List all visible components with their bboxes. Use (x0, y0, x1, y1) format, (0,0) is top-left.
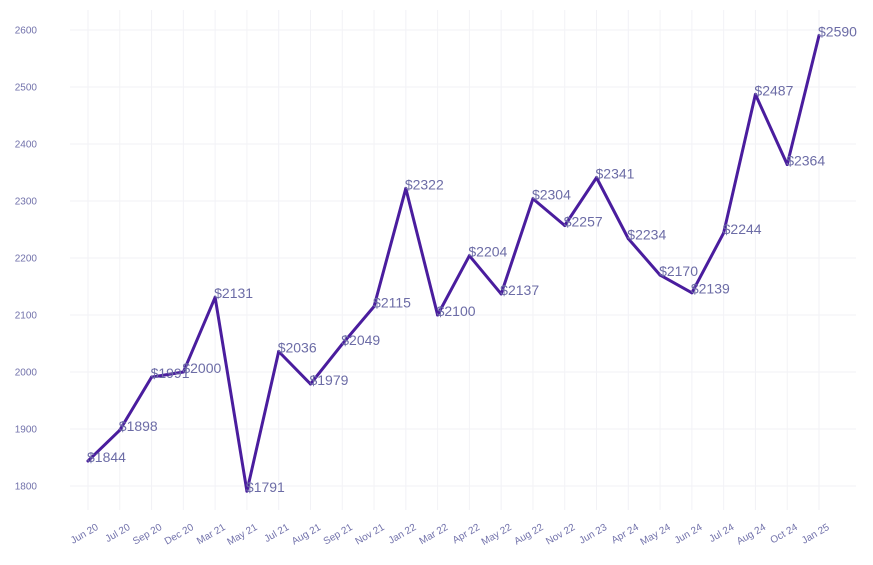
x-tick-label: Mar 22 (418, 522, 451, 547)
data-point (404, 186, 408, 190)
data-point (277, 350, 281, 354)
x-tick-label: May 22 (480, 522, 514, 548)
data-label: $2049 (341, 332, 380, 348)
data-label: $2234 (627, 227, 666, 243)
data-label: $2115 (373, 294, 411, 310)
y-axis: 1800 1900 2000 2100 2200 2300 2400 2500 2600 (15, 25, 38, 492)
data-label: $1791 (246, 479, 285, 495)
x-tick-label: Sep 20 (131, 522, 164, 548)
data-point (563, 224, 567, 228)
x-tick-label: Mar 21 (195, 522, 228, 547)
data-point (340, 342, 344, 346)
data-label: $2341 (596, 166, 635, 182)
data-label: $2322 (405, 176, 444, 192)
data-label: $1898 (119, 418, 158, 434)
data-point (531, 197, 535, 201)
data-point (817, 34, 821, 38)
x-tick-label: May 24 (639, 522, 673, 548)
data-point (86, 459, 90, 463)
data-label: $2204 (468, 244, 507, 260)
data-point (372, 304, 376, 308)
y-tick-label: 2300 (15, 196, 38, 207)
data-point (467, 254, 471, 258)
data-point (118, 428, 122, 432)
data-point (690, 291, 694, 295)
x-tick-label: Nov 22 (544, 522, 577, 548)
data-point (150, 375, 154, 379)
x-tick-label: Jun 23 (578, 522, 610, 547)
data-label: $2304 (532, 187, 571, 203)
x-tick-label: Aug 22 (513, 522, 546, 548)
data-point (626, 237, 630, 241)
data-label: $1979 (309, 372, 348, 388)
data-label: $1991 (151, 365, 190, 381)
y-tick-label: 2000 (15, 368, 38, 379)
data-label: $2590 (818, 24, 857, 40)
x-tick-label: Jan 25 (800, 522, 832, 547)
data-point (753, 92, 757, 96)
x-tick-label: Jul 24 (708, 522, 737, 545)
x-tick-label: Jun 20 (69, 522, 101, 547)
data-point (785, 163, 789, 167)
data-label: $2257 (564, 213, 603, 229)
x-tick-label: Jan 22 (387, 522, 419, 547)
data-label: $2036 (278, 339, 317, 355)
data-label: $2487 (754, 82, 793, 98)
y-tick-label: 2400 (15, 139, 38, 150)
y-tick-label: 1800 (15, 482, 38, 493)
series-group (86, 34, 821, 493)
x-tick-label: Jul 20 (104, 522, 133, 545)
data-label: $2244 (723, 221, 762, 237)
data-label: $2137 (500, 282, 539, 298)
x-tick-label: Apr 22 (451, 522, 482, 546)
data-point (181, 370, 185, 374)
data-point (499, 292, 503, 296)
data-point (658, 273, 662, 277)
y-tick-label: 2200 (15, 254, 38, 265)
data-label: $2000 (182, 360, 221, 376)
y-tick-label: 2100 (15, 311, 38, 322)
data-point (308, 382, 312, 386)
data-point (595, 176, 599, 180)
x-tick-label: Dec 20 (163, 522, 196, 548)
x-tick-label: Sep 21 (322, 522, 355, 548)
data-point (213, 295, 217, 299)
x-tick-label: Jun 24 (673, 522, 705, 547)
data-label: $1844 (87, 449, 126, 465)
x-tick-label: Aug 21 (290, 522, 323, 548)
y-tick-label: 1900 (15, 425, 38, 436)
x-tick-label: Nov 21 (354, 522, 387, 548)
data-label: $2170 (659, 263, 698, 279)
x-tick-label: Aug 24 (735, 522, 768, 548)
series-line (86, 34, 821, 493)
data-label: $2131 (214, 285, 253, 301)
x-tick-label: May 21 (226, 522, 260, 548)
gridlines (70, 10, 856, 510)
y-tick-label: 2600 (15, 25, 38, 36)
data-label: $2364 (786, 152, 825, 168)
data-point (245, 489, 249, 493)
x-tick-label: Oct 24 (769, 522, 800, 546)
data-label: $2139 (691, 281, 730, 297)
x-tick-label: Apr 24 (610, 522, 641, 546)
data-labels: $1844 $1898 $1991$2000 $2131 $1791 $2036 $1979… (87, 24, 857, 496)
data-point (722, 231, 726, 235)
x-tick-label: Jul 21 (263, 522, 292, 545)
data-point (436, 313, 440, 317)
y-tick-label: 2500 (15, 82, 38, 93)
data-label: $2100 (437, 303, 476, 319)
